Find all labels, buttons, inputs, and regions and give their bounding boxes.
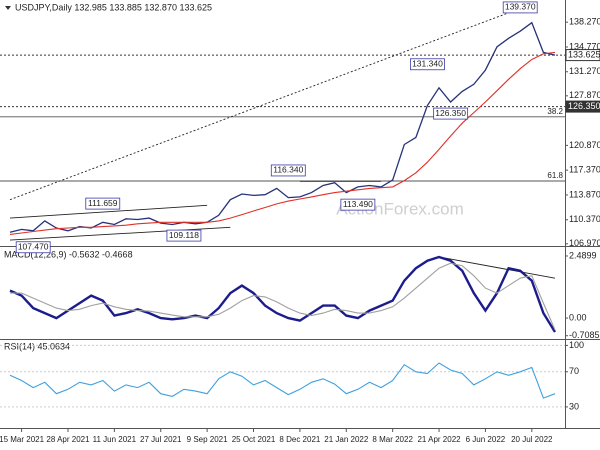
macd-title: MACD(12,26,9) -0.5632 -0.4668 [4, 249, 133, 259]
annotation-box [166, 229, 202, 242]
trendline [9, 226, 231, 241]
y-tick-label: 127.870 [569, 90, 600, 100]
y-tick-label: 117.370 [569, 165, 600, 175]
annotation-label: 116.340 [273, 165, 303, 175]
x-tick-label: 11 Jun 2021 [93, 435, 137, 444]
x-tick-label: 21 Apr 2022 [417, 435, 461, 444]
series-line [10, 262, 556, 331]
chart-title: USDJPY,Daily 132.985 133.885 132.870 133… [15, 2, 212, 12]
x-tick-label: 21 Jan 2022 [324, 435, 369, 444]
x-tick-label: 20 Jul 2022 [511, 435, 553, 444]
trendline [438, 256, 556, 279]
level-label: 126.350 [568, 101, 600, 111]
y-tick-label: 2.4899 [569, 250, 597, 260]
x-tick-label: 27 Jul 2021 [140, 435, 182, 444]
y-tick-label: -0.7085 [569, 330, 600, 340]
annotation-label: 126.350 [435, 108, 466, 118]
level-label: 133.625 [568, 49, 600, 59]
y-tick-label: 30 [569, 401, 579, 411]
menu-icon [5, 6, 11, 10]
series-line [9, 255, 557, 333]
fib-label: 38.2 [547, 107, 563, 116]
series-line [9, 362, 556, 399]
x-tick-label: 8 Dec 2021 [279, 435, 320, 444]
y-tick-label: 70 [569, 366, 579, 376]
x-tick-label: 15 Mar 2021 [0, 435, 45, 444]
fib-label: 61.8 [547, 171, 563, 180]
y-tick-label: 110.370 [569, 214, 600, 224]
annotation-box [15, 241, 51, 254]
y-tick-label: 106.970 [569, 238, 600, 248]
annotation-box [410, 58, 445, 71]
annotation-label: 131.340 [412, 59, 443, 69]
annotation-label: 107.470 [18, 242, 49, 252]
annotation-label: 139.370 [505, 2, 536, 12]
series-line [9, 21, 556, 233]
annotation-box [340, 198, 376, 211]
annotation-box [433, 107, 469, 120]
annotation-box [270, 164, 306, 177]
y-tick-label: 0.00 [569, 312, 587, 322]
x-tick-label: 9 Sep 2021 [187, 435, 228, 444]
trendline [9, 12, 509, 201]
x-tick-label: 6 Jun 2022 [466, 435, 506, 444]
y-tick-label: 138.270 [569, 17, 600, 27]
y-tick-label: 134.770 [569, 41, 600, 51]
annotation-box [502, 1, 538, 14]
x-tick-label: 25 Oct 2021 [232, 435, 276, 444]
y-tick-label: 100 [569, 340, 584, 350]
x-tick-label: 28 Apr 2021 [46, 435, 90, 444]
level-box [565, 100, 600, 113]
level-box [565, 49, 600, 62]
y-tick-label: 131.270 [569, 66, 600, 76]
annotation-label: 109.118 [169, 230, 199, 240]
annotation-box [85, 197, 121, 210]
trendline [9, 204, 208, 219]
annotation-label: 111.659 [88, 198, 118, 208]
x-tick-label: 8 Mar 2022 [372, 435, 413, 444]
y-tick-label: 113.870 [569, 189, 600, 199]
rsi-title: RSI(14) 45.0634 [4, 341, 70, 351]
y-tick-label: 120.870 [569, 140, 600, 150]
annotation-label: 113.490 [343, 199, 373, 209]
series-line [9, 51, 556, 235]
